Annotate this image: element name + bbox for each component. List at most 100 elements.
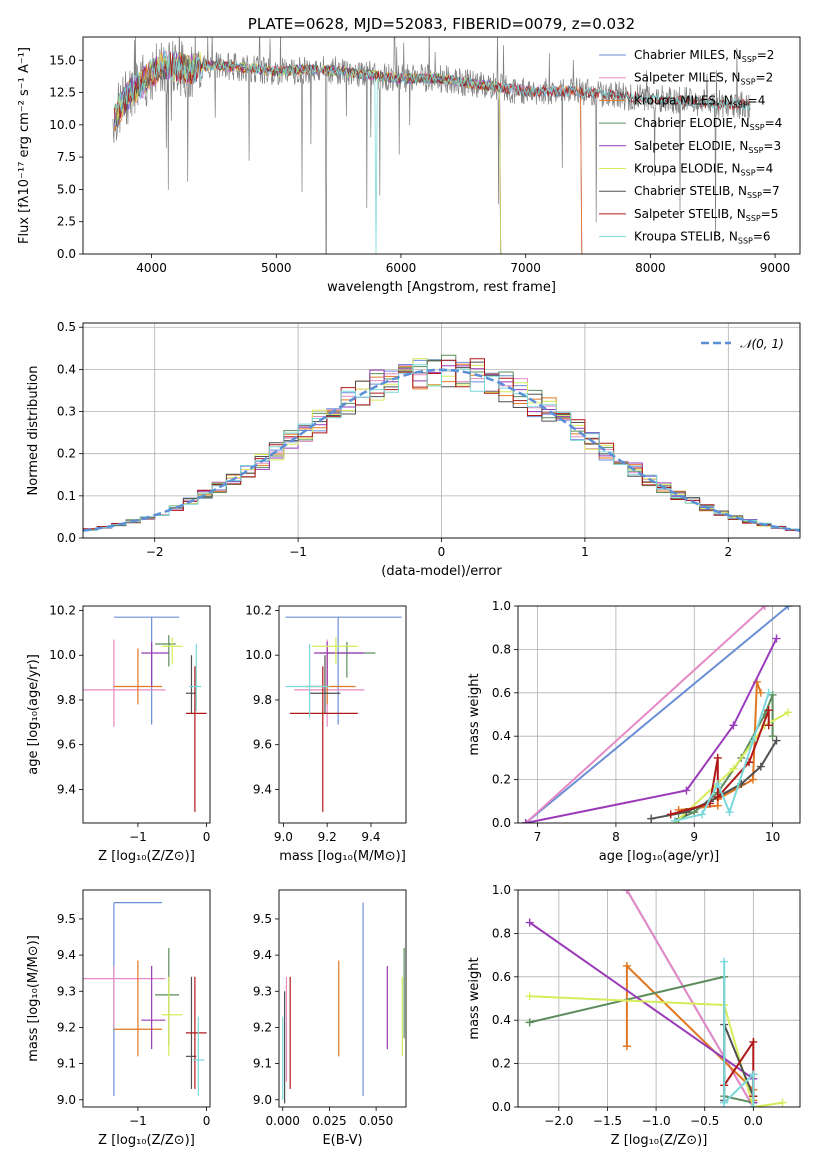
errorbar-point: [289, 666, 358, 812]
legend-entry: Salpeter ELODIE, NSSP=3: [634, 139, 781, 155]
x-tick-label: 9: [690, 830, 698, 844]
y-tick-label: 12.5: [49, 86, 76, 100]
x-tick-label: −2: [146, 545, 164, 559]
errorbar-point: [113, 648, 162, 705]
legend-text: Kroupa ELODIE, N: [634, 162, 741, 176]
y-tick-label: 10.2: [245, 603, 272, 617]
legend-subscript: SSP: [742, 55, 757, 64]
axes-frame: [278, 605, 407, 824]
y-tick-label: 9.6: [253, 738, 272, 752]
x-tick-label: −1.0: [642, 1114, 671, 1128]
plot-area: [525, 890, 787, 1107]
plot-area: [282, 902, 405, 1104]
y-tick-label: 0.2: [57, 447, 76, 461]
legend-entry: 𝒩(0, 1): [740, 337, 784, 351]
data-point-marker: [772, 736, 781, 745]
legend-entry: Chabrier MILES, NSSP=2: [634, 48, 774, 64]
axes-frame: [82, 36, 801, 255]
y-tick-label: 9.4: [253, 948, 272, 962]
series-line: [529, 975, 754, 1104]
chart-title: PLATE=0628, MJD=52083, FIBERID=0079, z=0…: [248, 15, 635, 33]
legend-subscript: SSP: [741, 78, 756, 87]
y-tick-label: 0.2: [492, 1057, 511, 1071]
data-point-marker: [729, 721, 738, 730]
errorbar-point: [285, 644, 330, 718]
y-tick-label: 5.0: [57, 182, 76, 196]
series-line: [525, 638, 778, 823]
y-tick-label: 9.8: [253, 693, 272, 707]
y-axis-label: Normed distribution: [26, 366, 41, 496]
axes-frame: [517, 605, 801, 824]
y-axis-label: mass weight: [467, 957, 482, 1039]
legend-nssp: =4: [765, 116, 783, 130]
series-line: [525, 606, 766, 823]
y-tick-label: 10.2: [49, 603, 76, 617]
x-tick-label: 9.2: [318, 830, 337, 844]
y-tick-label: 10.0: [49, 118, 76, 132]
legend-text: Salpeter STELIB, N: [634, 207, 746, 221]
errorbar-point: [285, 616, 402, 725]
legend-nssp: =6: [753, 230, 771, 244]
legend-entry: Kroupa ELODIE, NSSP=4: [634, 162, 773, 178]
y-tick-label: 10.0: [49, 648, 76, 662]
y-tick-label: 9.1: [253, 1057, 272, 1071]
data-point-marker: [713, 753, 722, 762]
data-point-marker: [647, 814, 656, 823]
legend-entry: Chabrier ELODIE, NSSP=4: [634, 116, 782, 132]
data-point-marker: [670, 816, 679, 823]
y-tick-label: 9.4: [253, 782, 272, 796]
plot-area: [521, 606, 793, 823]
plot-area: [83, 902, 207, 1097]
y-tick-label: 0.6: [492, 970, 511, 984]
x-tick-label: −1: [129, 830, 147, 844]
data-point-marker: [525, 1018, 534, 1027]
panel-5: −1 0 9.0 9.1 9.2 9.3 9.4 9.5 Z [log₁₀(Z/Z⊙)] mass…: [26, 889, 211, 1148]
x-tick-label: 1: [581, 545, 589, 559]
legend-text: Chabrier MILES, N: [634, 48, 742, 62]
y-tick-label: 10.0: [245, 648, 272, 662]
y-tick-label: 9.1: [57, 1057, 76, 1071]
legend-entry: Kroupa MILES, NSSP=4: [634, 93, 765, 109]
x-tick-label: −1.5: [593, 1114, 622, 1128]
panel-6: 0.000 0.025 0.050 9.0 9.1 9.2 9.3 9.4 9.5 E(B-V): [253, 889, 407, 1148]
y-tick-label: 9.3: [253, 984, 272, 998]
legend-subscript: SSP: [741, 169, 756, 178]
x-tick-label: 10: [765, 830, 780, 844]
data-point-marker: [525, 992, 534, 1001]
y-tick-label: 9.6: [57, 738, 76, 752]
series-line: [525, 606, 789, 823]
y-tick-label: 9.0: [253, 1093, 272, 1107]
y-tick-label: 9.5: [253, 912, 272, 926]
y-tick-label: 1.0: [492, 599, 511, 613]
errorbar-point: [83, 965, 166, 1028]
x-axis-label: (data-model)/error: [381, 564, 502, 579]
x-tick-label: 0: [438, 545, 446, 559]
legend-subscript: SSP: [750, 123, 765, 132]
y-tick-label: 9.2: [253, 1020, 272, 1034]
y-tick-label: 9.0: [57, 1093, 76, 1107]
errorbar-point: [185, 666, 207, 812]
y-tick-label: 1.0: [492, 883, 511, 897]
axes-frame: [82, 889, 211, 1108]
data-point-marker: [764, 706, 773, 715]
legend-text: Kroupa STELIB, N: [634, 230, 738, 244]
x-tick-label: 9.4: [361, 830, 380, 844]
panel-0: 4000 5000 6000 7000 8000 9000 0.0 2.5 5.0 7.5 10.0…: [17, 15, 801, 295]
legend-nssp: =2: [756, 71, 774, 85]
data-point-marker: [666, 810, 675, 819]
x-tick-label: 0.000: [266, 1114, 300, 1128]
legend-nssp: =2: [757, 48, 775, 62]
data-point-marker: [622, 1042, 631, 1051]
x-tick-label: 9000: [760, 261, 791, 275]
series-kroupa-miles: [674, 677, 765, 814]
x-tick-label: 0.050: [359, 1114, 393, 1128]
panel-2: −1 0 9.4 9.6 9.8 10.0 10.2 Z [log₁₀(Z/Z⊙)] age […: [26, 603, 211, 864]
series-chabrier-elodie: [525, 972, 758, 1107]
data-point-marker: [622, 890, 631, 894]
data-point-marker: [749, 736, 757, 745]
errorbar-point: [141, 641, 169, 687]
x-axis-label: mass [log₁₀(M/M⊙)]: [279, 849, 406, 864]
x-axis-label: Z [log₁₀(Z/Z⊙)]: [98, 1133, 195, 1148]
